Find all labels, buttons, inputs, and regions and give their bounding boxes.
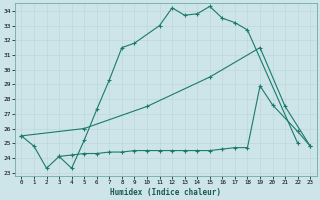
X-axis label: Humidex (Indice chaleur): Humidex (Indice chaleur) — [110, 188, 221, 197]
